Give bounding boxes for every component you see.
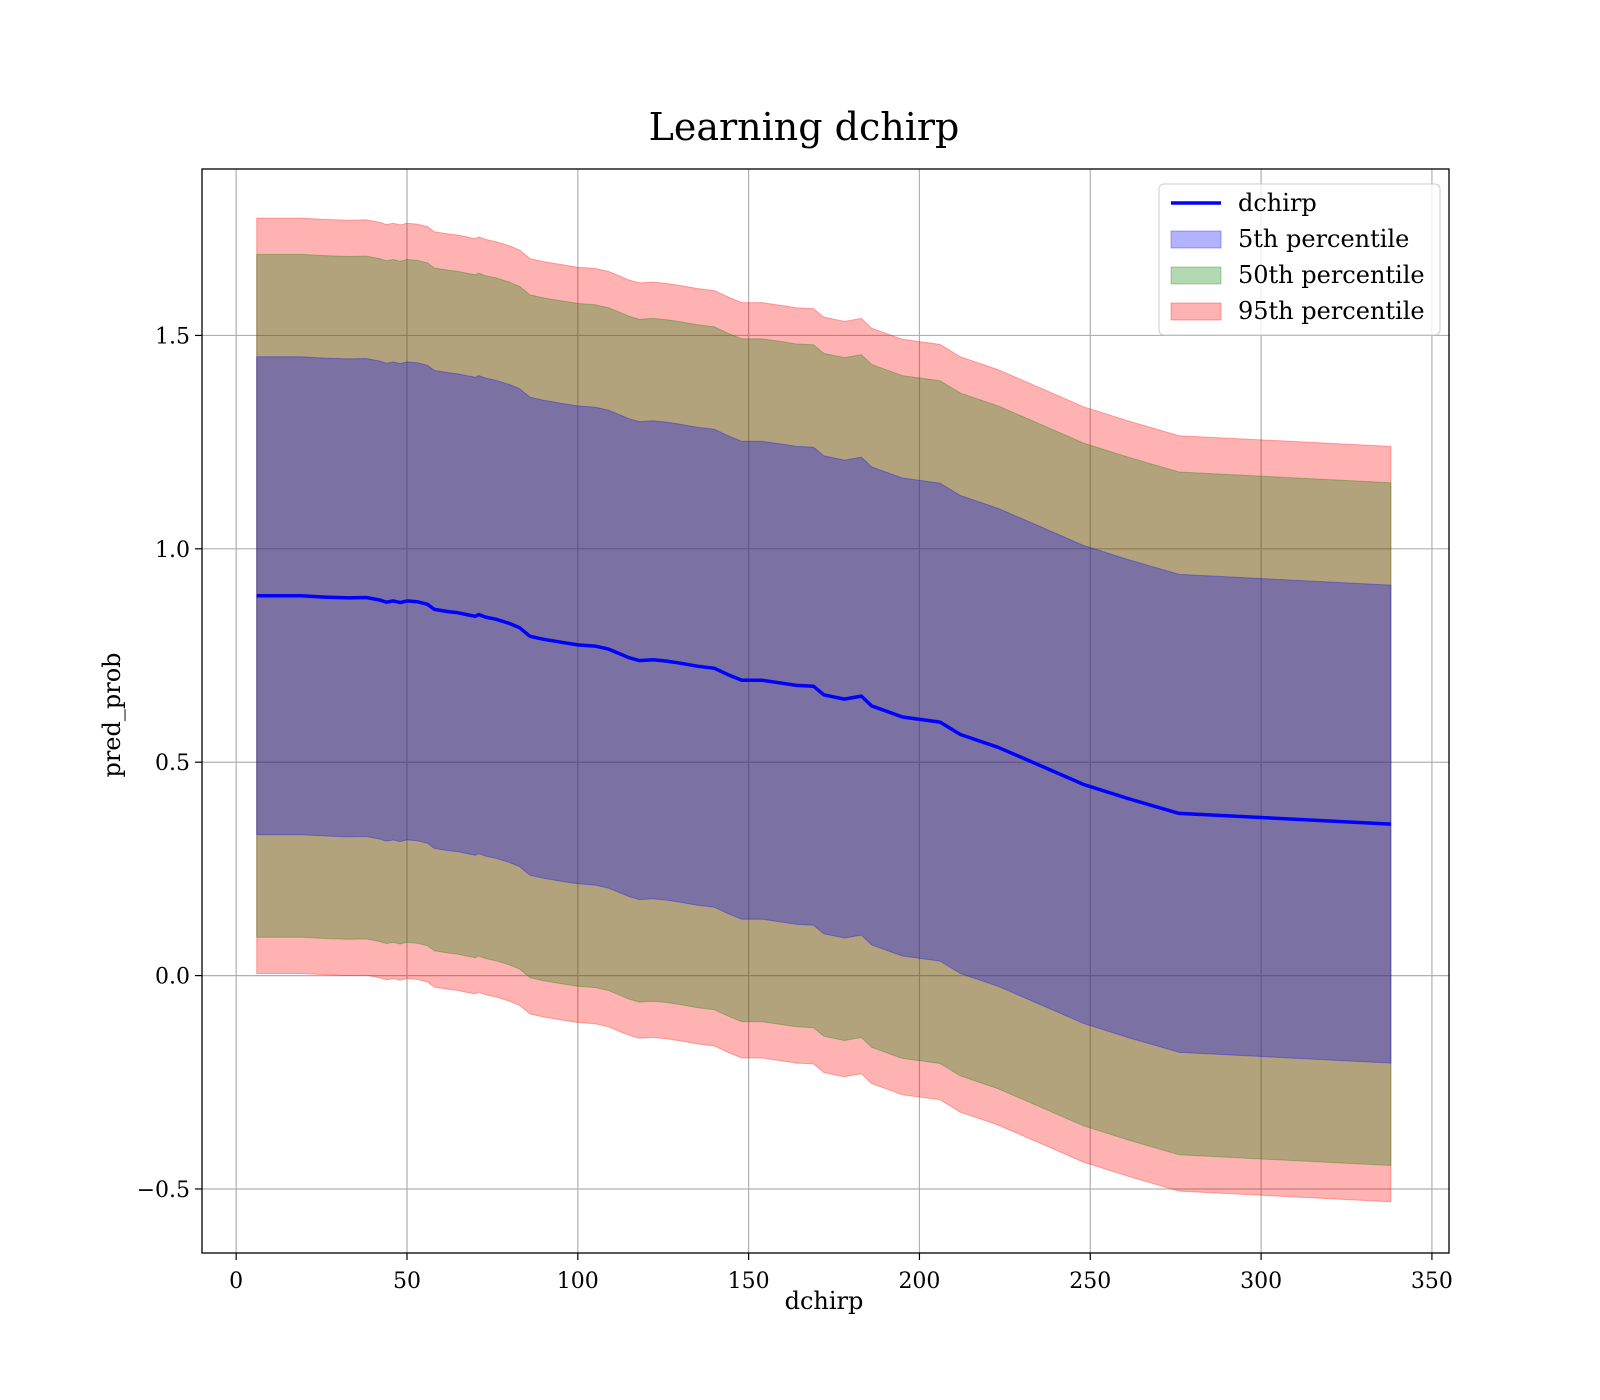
plot-frame <box>201 168 1450 1254</box>
y-axis-label: pred_prob <box>98 652 126 777</box>
y-tick-label: 0.5 <box>155 751 190 776</box>
y-tick-label: 0.0 <box>155 965 190 990</box>
x-tick-label: 300 <box>1240 1269 1282 1294</box>
series-lines <box>256 594 1391 826</box>
legend-box <box>1158 183 1441 336</box>
legend-swatch-band <box>1170 266 1222 285</box>
bands <box>256 217 1392 1203</box>
x-tick-label: 50 <box>393 1269 421 1294</box>
legend-swatch-band <box>1170 230 1222 249</box>
band-5th-percentile <box>256 356 1392 1064</box>
y-ticks: −0.5 0.0 0.5 1.0 1.5 <box>137 324 202 1203</box>
x-tick-label: 100 <box>557 1269 599 1294</box>
x-axis-label: dchirp <box>785 1287 864 1315</box>
y-tick-label: −0.5 <box>137 1178 190 1203</box>
legend: dchirp 5th percentile 50th percentile 95th … <box>1158 183 1441 336</box>
series-line-dchirp <box>256 594 1391 826</box>
legend-label: 95th percentile <box>1238 297 1425 325</box>
y-tick-label: 1.0 <box>155 538 190 563</box>
x-tick-label: 250 <box>1069 1269 1111 1294</box>
band-95th-percentile <box>256 217 1392 1203</box>
chart-title: Learning dchirp <box>649 105 960 149</box>
x-tick-label: 150 <box>728 1269 770 1294</box>
legend-label: 50th percentile <box>1238 261 1425 289</box>
legend-label: 5th percentile <box>1238 225 1409 253</box>
x-tick-label: 0 <box>229 1269 243 1294</box>
legend-swatch-band <box>1170 302 1222 321</box>
legend-label: dchirp <box>1238 189 1317 217</box>
x-ticks: 0 50 100 150 200 250 300 350 <box>229 1253 1453 1294</box>
y-tick-label: 1.5 <box>155 324 190 349</box>
x-tick-label: 200 <box>898 1269 940 1294</box>
x-tick-label: 350 <box>1411 1269 1453 1294</box>
band-50th-percentile <box>256 253 1392 1167</box>
